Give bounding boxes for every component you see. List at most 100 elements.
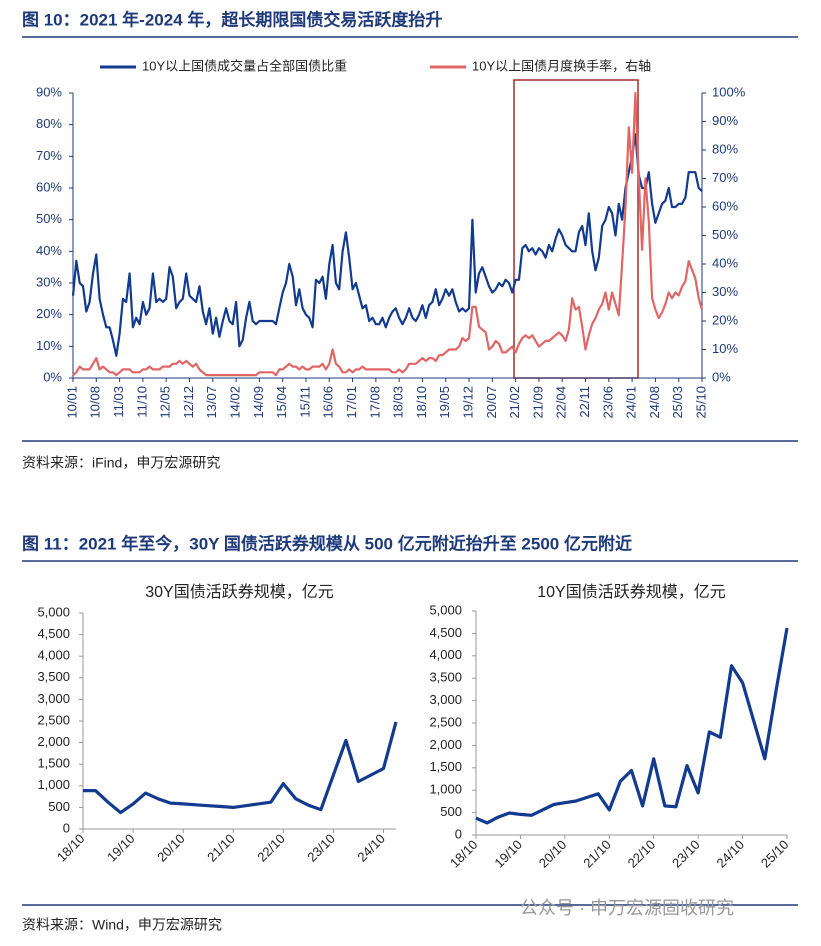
legend-label: 10Y以上国债月度换手率，右轴 — [472, 58, 651, 73]
x-tick-label: 25/03 — [670, 386, 685, 419]
figure-title: 图 10：2021 年-2024 年，超长期限国债交易活跃度抬升 — [22, 9, 442, 29]
x-tick-label: 23/06 — [600, 386, 615, 419]
x-tick-label: 11/03 — [111, 386, 126, 418]
y-tick-label: 50% — [36, 211, 62, 226]
y-tick-label: 60% — [712, 198, 738, 213]
x-tick-label: 19/10 — [491, 837, 525, 871]
series-line — [83, 721, 398, 815]
x-tick-label: 20/07 — [484, 386, 499, 419]
y-tick-label: 70% — [712, 170, 738, 185]
x-tick-label: 24/10 — [354, 831, 388, 865]
x-tick-label: 22/04 — [554, 386, 569, 419]
x-tick-label: 20/10 — [154, 831, 188, 865]
x-tick-label: 18/10 — [414, 386, 429, 419]
y-tick-label: 2,500 — [37, 712, 70, 727]
x-tick-label: 20/10 — [536, 837, 570, 871]
series-line — [475, 627, 789, 825]
y-tick-label: 2,000 — [429, 737, 462, 752]
figure-title: 图 11：2021 年至今，30Y 国债活跃券规模从 500 亿元附近抬升至 2… — [22, 533, 632, 553]
x-tick-label: 18/03 — [391, 386, 406, 419]
y-tick-label: 2,500 — [429, 714, 462, 729]
x-tick-label: 16/06 — [321, 386, 336, 419]
y-tick-label: 0% — [712, 369, 731, 384]
y-tick-label: 0 — [455, 826, 462, 841]
y-tick-label: 90% — [712, 113, 738, 128]
y-tick-label: 40% — [36, 243, 62, 258]
source: 资料来源：iFind，申万宏源研究 — [22, 455, 220, 471]
y-tick-label: 0% — [43, 369, 62, 384]
y-tick-label: 500 — [48, 799, 70, 814]
y-tick-label: 3,000 — [37, 691, 70, 706]
x-tick-label: 11/10 — [134, 386, 149, 418]
x-tick-label: 21/10 — [580, 837, 614, 871]
x-tick-label: 10/01 — [64, 386, 79, 419]
x-tick-label: 23/10 — [669, 837, 703, 871]
x-tick-label: 14/09 — [251, 386, 266, 419]
y-tick-label: 4,000 — [429, 647, 462, 662]
x-tick-label: 14/02 — [228, 386, 243, 419]
x-tick-label: 17/01 — [344, 386, 359, 419]
y-tick-label: 4,500 — [37, 626, 70, 641]
y-tick-label: 80% — [36, 116, 62, 131]
x-tick-label: 22/10 — [254, 831, 288, 865]
y-tick-label: 3,000 — [429, 692, 462, 707]
y-tick-label: 500 — [440, 804, 462, 819]
x-tick-label: 25/10 — [693, 386, 708, 419]
x-tick-label: 21/09 — [530, 386, 545, 419]
chart-title: 30Y国债活跃券规模，亿元 — [145, 583, 333, 601]
x-tick-label: 24/10 — [714, 837, 748, 871]
y-tick-label: 30% — [36, 274, 62, 289]
x-tick-label: 10/08 — [88, 386, 103, 419]
y-tick-label: 20% — [36, 306, 62, 321]
x-tick-label: 15/04 — [274, 386, 289, 419]
y-tick-label: 2,000 — [37, 734, 70, 749]
x-tick-label: 13/07 — [204, 386, 219, 419]
y-tick-label: 0 — [63, 820, 70, 835]
y-tick-label: 3,500 — [37, 669, 70, 684]
x-tick-label: 19/10 — [104, 831, 138, 865]
x-tick-label: 18/10 — [54, 831, 88, 865]
y-tick-label: 100% — [712, 84, 746, 99]
x-tick-label: 23/10 — [304, 831, 338, 865]
x-tick-label: 21/10 — [204, 831, 238, 865]
y-tick-label: 1,000 — [429, 782, 462, 797]
y-tick-label: 70% — [36, 148, 62, 163]
x-tick-label: 18/10 — [447, 837, 481, 871]
x-tick-label: 15/11 — [297, 386, 312, 418]
y-tick-label: 40% — [712, 255, 738, 270]
x-tick-label: 21/02 — [507, 386, 522, 419]
y-tick-label: 1,500 — [429, 759, 462, 774]
y-tick-label: 4,000 — [37, 648, 70, 663]
series-line — [72, 91, 704, 377]
y-tick-label: 50% — [712, 227, 738, 242]
y-tick-label: 3,500 — [429, 670, 462, 685]
x-tick-label: 12/05 — [158, 386, 173, 419]
x-tick-label: 19/05 — [437, 386, 452, 419]
series-line — [71, 133, 703, 357]
x-tick-label: 12/12 — [181, 386, 196, 419]
x-tick-label: 17/08 — [367, 386, 382, 419]
y-tick-label: 90% — [36, 84, 62, 99]
y-tick-label: 30% — [712, 284, 738, 299]
legend-label: 10Y以上国债成交量占全部国债比重 — [142, 58, 347, 73]
x-tick-label: 25/10 — [758, 837, 792, 871]
y-tick-label: 5,000 — [37, 604, 70, 619]
y-tick-label: 60% — [36, 179, 62, 194]
chart-title: 10Y国债活跃券规模，亿元 — [537, 583, 725, 601]
y-tick-label: 4,500 — [429, 625, 462, 640]
y-tick-label: 5,000 — [429, 602, 462, 617]
y-tick-label: 20% — [712, 312, 738, 327]
y-tick-label: 1,500 — [37, 756, 70, 771]
source: 资料来源：Wind，申万宏源研究 — [22, 917, 222, 933]
x-tick-label: 22/10 — [625, 837, 659, 871]
y-tick-label: 10% — [36, 338, 62, 353]
y-tick-label: 10% — [712, 341, 738, 356]
x-tick-label: 24/01 — [624, 386, 639, 419]
x-tick-label: 22/11 — [577, 386, 592, 418]
y-tick-label: 1,000 — [37, 777, 70, 792]
x-tick-label: 24/08 — [647, 386, 662, 419]
highlight-box — [513, 79, 639, 379]
y-tick-label: 80% — [712, 141, 738, 156]
watermark: 公众号 · 申万宏源固收研究 — [520, 898, 734, 918]
